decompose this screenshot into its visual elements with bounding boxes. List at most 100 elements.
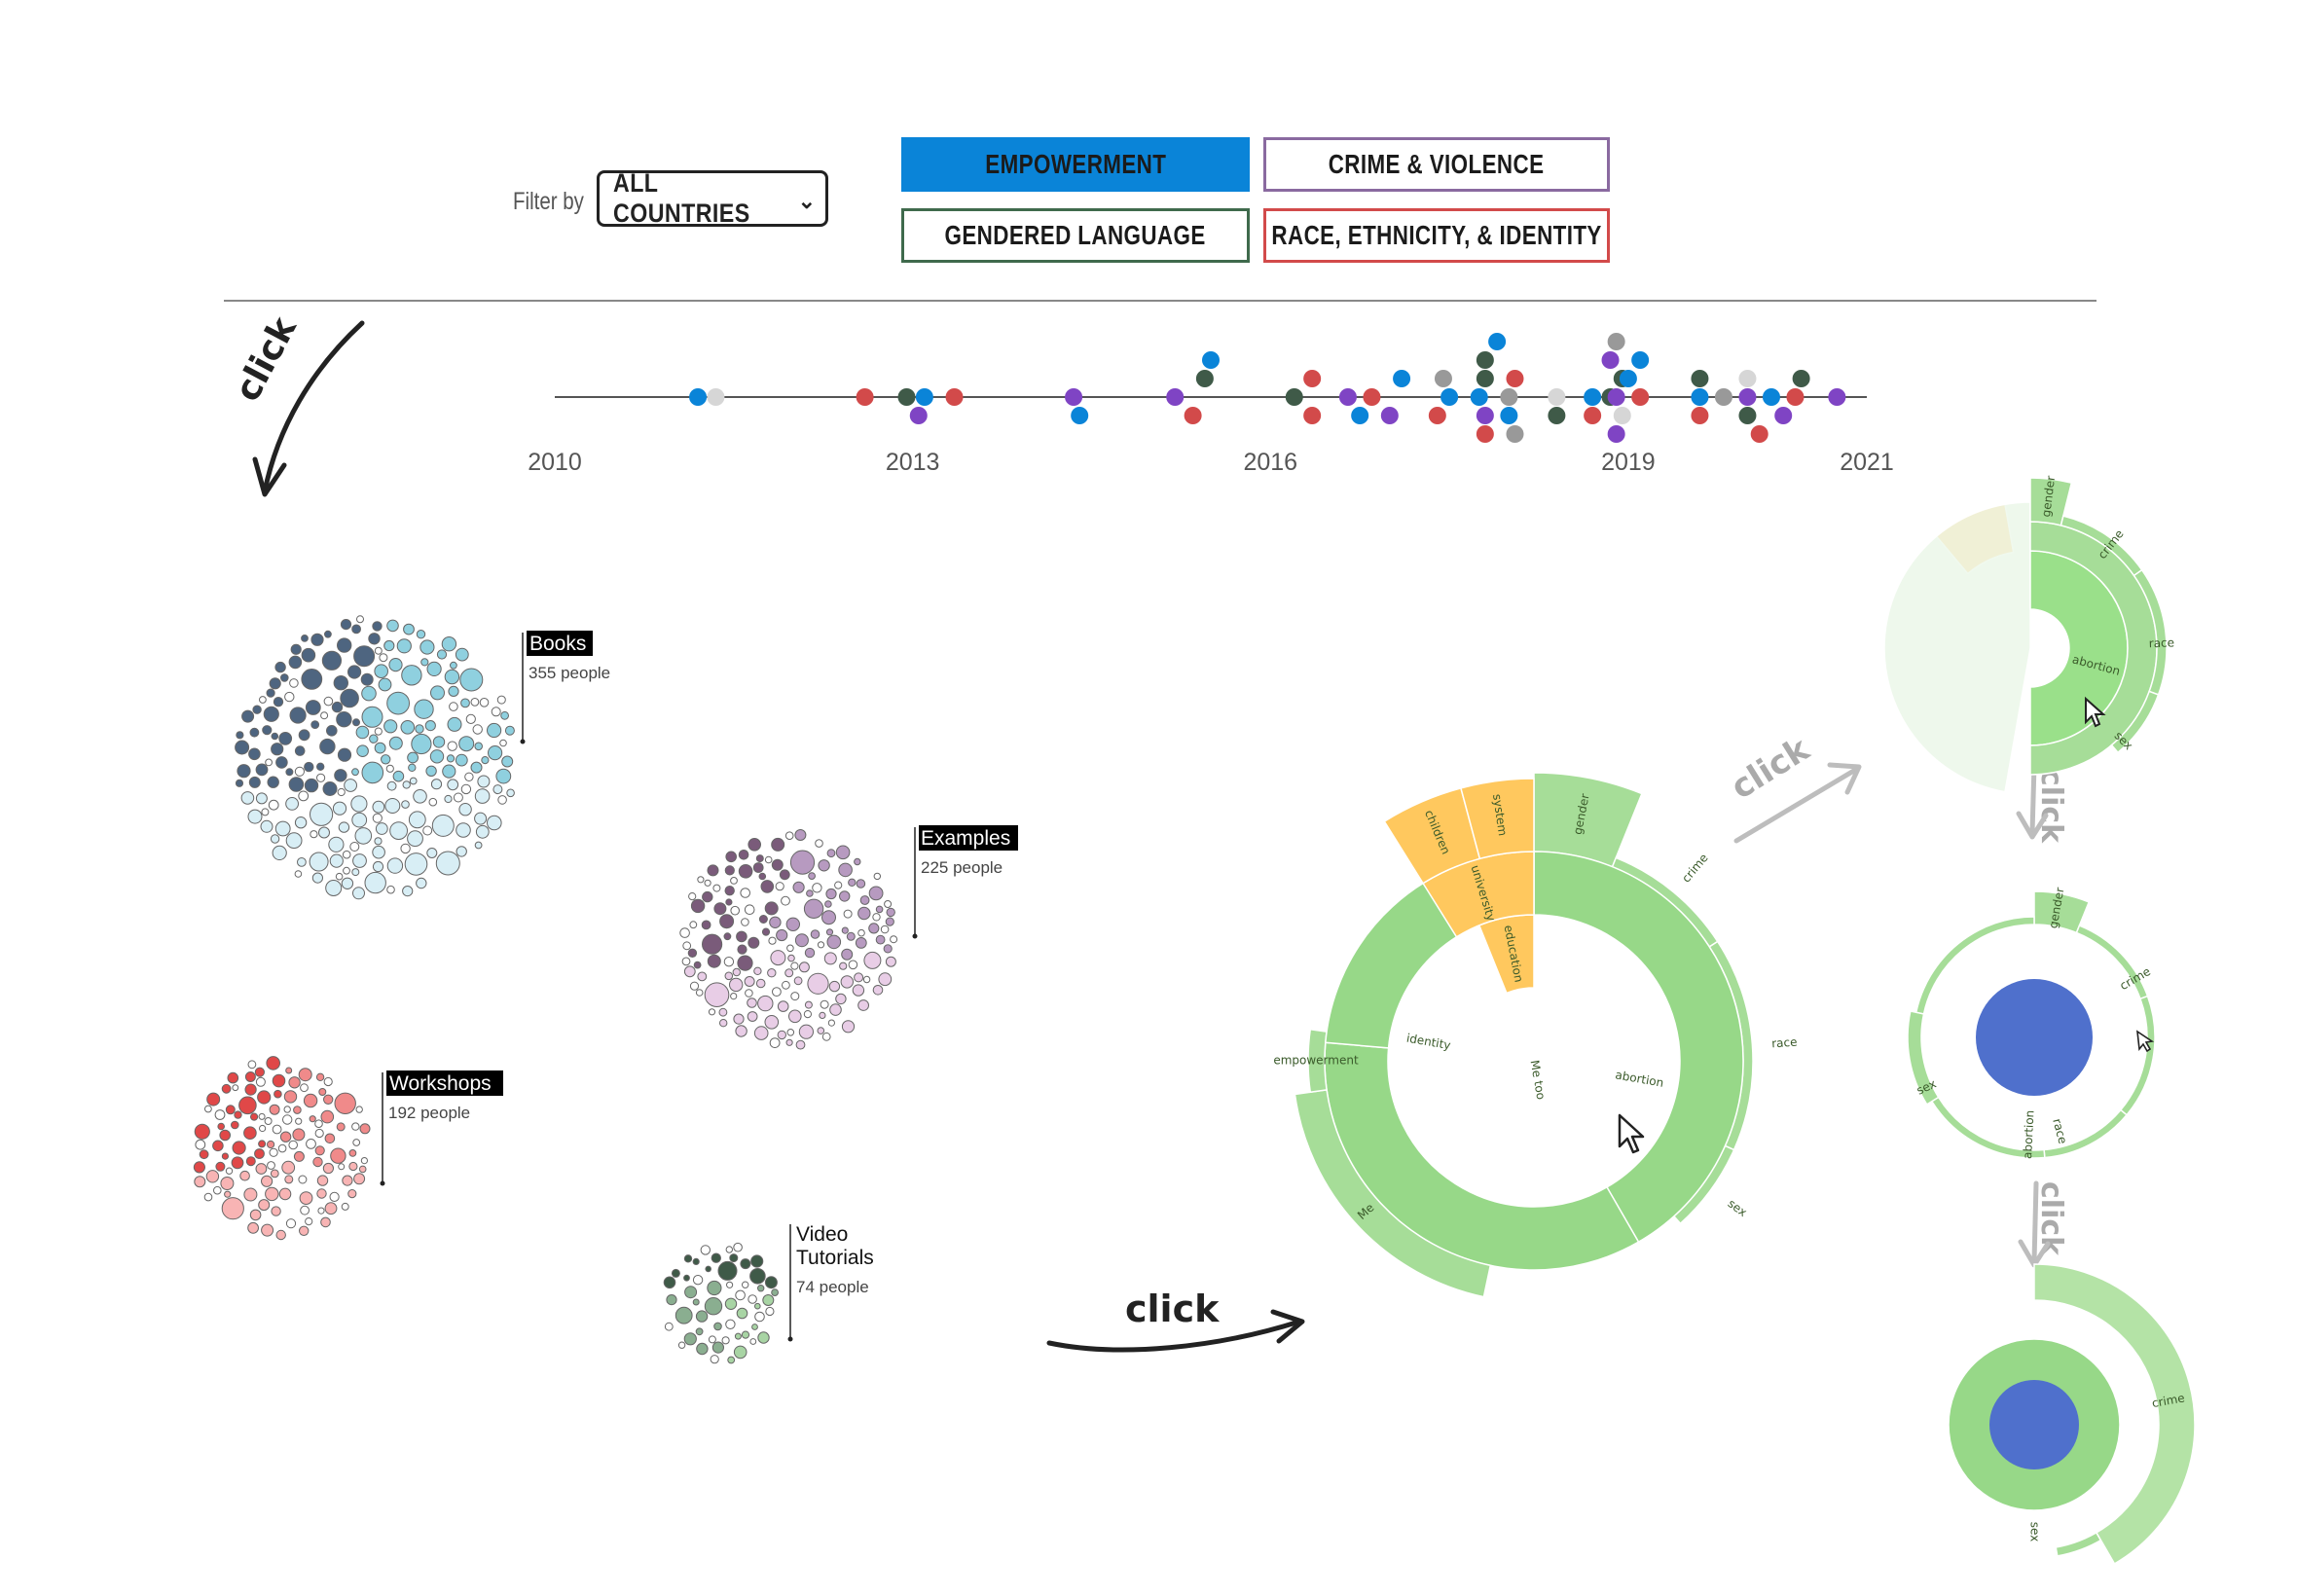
bubble[interactable] xyxy=(695,1327,704,1336)
bubble[interactable] xyxy=(873,872,881,881)
bubble[interactable] xyxy=(863,951,882,969)
bubble[interactable] xyxy=(786,944,794,953)
bubble[interactable] xyxy=(309,1115,316,1123)
bubble[interactable] xyxy=(220,1177,235,1190)
bubble[interactable] xyxy=(260,819,273,833)
sunburst-outer[interactable] xyxy=(1914,916,2035,1015)
bubble[interactable] xyxy=(730,877,738,885)
bubble[interactable] xyxy=(351,812,368,828)
sunburst-zoom-step-3[interactable]: crime sex xyxy=(1948,1263,2196,1565)
timeline-event-dot[interactable] xyxy=(1476,407,1494,424)
bubble[interactable] xyxy=(504,725,515,736)
bubble[interactable] xyxy=(446,754,456,763)
bubble[interactable] xyxy=(255,763,269,777)
sunburst-highlight-system[interactable] xyxy=(1460,778,1535,860)
bubble[interactable] xyxy=(810,929,820,939)
bubble[interactable] xyxy=(880,925,890,934)
bubble[interactable] xyxy=(707,864,719,877)
bubble[interactable] xyxy=(259,696,267,704)
bubble[interactable] xyxy=(835,845,851,860)
bubble[interactable] xyxy=(704,879,711,887)
bubble[interactable] xyxy=(318,826,330,839)
bubble[interactable] xyxy=(414,699,434,719)
bubble[interactable] xyxy=(213,1185,222,1195)
bubble[interactable] xyxy=(481,756,490,765)
bubble[interactable] xyxy=(298,1068,312,1082)
bubble[interactable] xyxy=(744,976,755,987)
bubble[interactable] xyxy=(343,866,350,875)
bubble[interactable] xyxy=(374,727,383,736)
bubble[interactable] xyxy=(453,792,463,803)
timeline-event-dot[interactable] xyxy=(1380,407,1399,424)
bubble[interactable] xyxy=(341,877,354,889)
timeline-event-dot[interactable] xyxy=(1828,388,1846,406)
timeline-event-dot[interactable] xyxy=(1691,370,1709,387)
bubble[interactable] xyxy=(342,1175,353,1186)
bubble[interactable] xyxy=(269,1147,278,1157)
bubble[interactable] xyxy=(761,927,771,936)
bubble[interactable] xyxy=(328,836,345,852)
bubble[interactable] xyxy=(408,763,417,772)
bubble[interactable] xyxy=(664,1322,674,1331)
bubble[interactable] xyxy=(458,736,475,752)
bubble[interactable] xyxy=(474,812,488,825)
bubble[interactable] xyxy=(760,880,775,893)
timeline-event-dot[interactable] xyxy=(1792,370,1810,387)
bubble[interactable] xyxy=(261,1223,274,1237)
bubble[interactable] xyxy=(243,1126,257,1140)
bubble[interactable] xyxy=(310,633,324,646)
bubble[interactable] xyxy=(821,1032,831,1041)
bubble[interactable] xyxy=(349,842,360,852)
timeline-event-dot[interactable] xyxy=(915,388,933,406)
bubble[interactable] xyxy=(285,768,294,777)
bubble[interactable] xyxy=(501,755,514,768)
bubble[interactable] xyxy=(221,1083,232,1094)
bubble[interactable] xyxy=(255,1076,266,1087)
bubble[interactable] xyxy=(305,700,321,715)
bubble[interactable] xyxy=(283,1090,298,1104)
bubble[interactable] xyxy=(420,658,429,667)
bubble[interactable] xyxy=(386,857,404,874)
bubble[interactable] xyxy=(764,901,779,916)
bubble[interactable] xyxy=(314,1145,325,1156)
bubble[interactable] xyxy=(825,888,837,900)
bubble[interactable] xyxy=(270,1169,279,1179)
bubble[interactable] xyxy=(236,731,244,740)
bubble[interactable] xyxy=(719,1019,728,1028)
bubble[interactable] xyxy=(724,886,735,896)
bubble[interactable] xyxy=(312,1156,323,1168)
bubble[interactable] xyxy=(460,783,472,795)
bubble[interactable] xyxy=(692,1275,704,1286)
bubble[interactable] xyxy=(342,850,351,859)
bubble[interactable] xyxy=(298,790,310,802)
bubble[interactable] xyxy=(488,745,503,761)
bubble[interactable] xyxy=(707,1280,722,1296)
bubble[interactable] xyxy=(294,870,303,878)
timeline-event-dot[interactable] xyxy=(1548,407,1566,424)
bubble[interactable] xyxy=(426,848,438,858)
timeline-event-dot[interactable] xyxy=(856,388,874,406)
bubble[interactable] xyxy=(232,1084,239,1092)
bubble[interactable] xyxy=(348,1149,357,1157)
bubble[interactable] xyxy=(736,930,747,943)
timeline-event-dot[interactable] xyxy=(1691,388,1709,406)
sunburst-outer-race[interactable] xyxy=(2119,995,2156,1116)
bubble[interactable] xyxy=(379,653,388,663)
timeline-event-dot[interactable] xyxy=(1738,388,1757,406)
bubble[interactable] xyxy=(705,1265,712,1273)
bubble[interactable] xyxy=(372,813,383,823)
bubble[interactable] xyxy=(788,1009,802,1024)
bubble[interactable] xyxy=(803,1010,813,1019)
bubble[interactable] xyxy=(447,716,462,732)
bubble[interactable] xyxy=(683,1254,693,1263)
bubble[interactable] xyxy=(692,1257,700,1266)
bubble-cluster-workshops[interactable] xyxy=(193,1056,371,1241)
bubble[interactable] xyxy=(350,795,368,813)
bubble[interactable] xyxy=(316,1188,327,1199)
bubble[interactable] xyxy=(747,998,757,1008)
bubble[interactable] xyxy=(804,947,816,959)
bubble[interactable] xyxy=(768,936,777,945)
timeline-event-dot[interactable] xyxy=(1393,370,1411,387)
bubble[interactable] xyxy=(723,932,732,941)
bubble[interactable] xyxy=(747,1294,757,1304)
